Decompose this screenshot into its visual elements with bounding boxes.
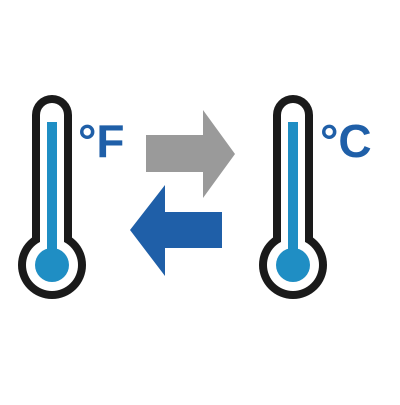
fahrenheit-label: °F [78,115,125,167]
thermometer-mercury-column [288,122,298,262]
thermometer-mercury-bulb [35,248,69,282]
thermometer-mercury-bulb [276,248,310,282]
arrow-left-icon [130,185,222,276]
celsius-label: °C [320,115,372,167]
thermometer-icon [259,95,327,299]
thermometer-mercury-column [47,122,57,262]
thermometer-icon [18,95,86,299]
arrow-right-icon [146,110,235,198]
